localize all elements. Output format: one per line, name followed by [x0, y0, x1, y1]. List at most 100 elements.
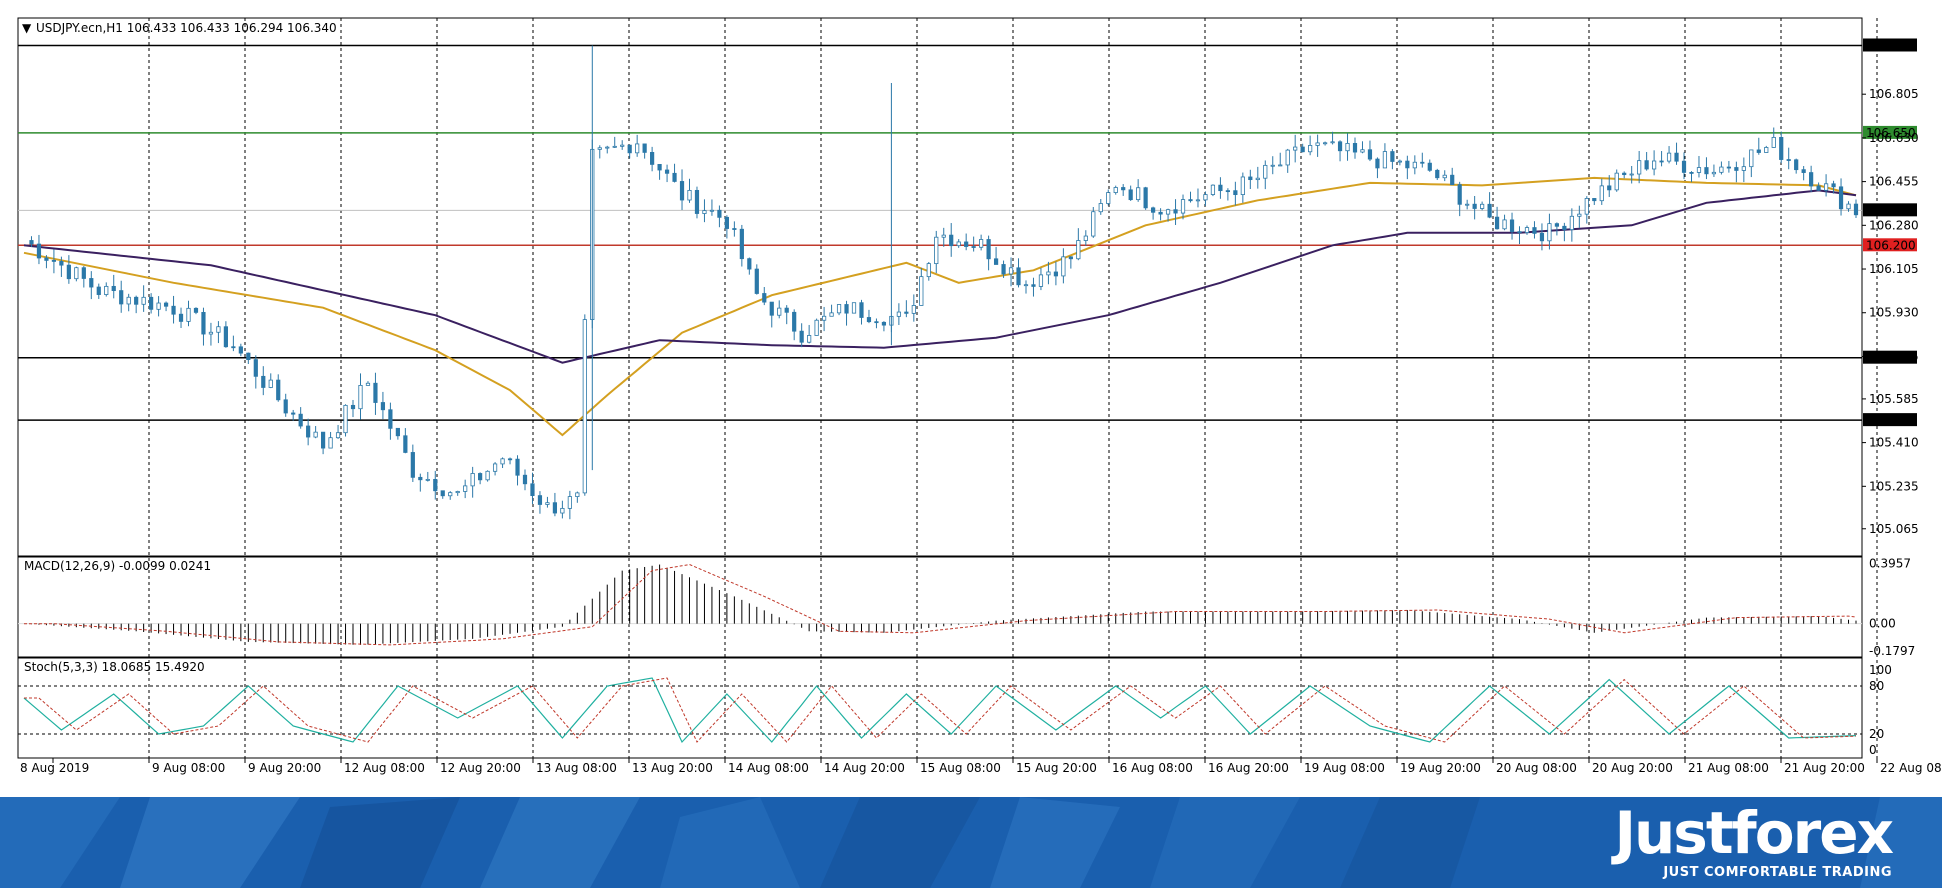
- x-tick-label: 15 Aug 08:00: [920, 761, 1001, 775]
- candle-body: [1180, 199, 1186, 214]
- candle-body: [1689, 172, 1694, 174]
- candle-body: [186, 307, 191, 322]
- candle-body: [1764, 147, 1769, 153]
- x-tick-label: 8 Aug 2019: [20, 761, 89, 775]
- x-tick-label: 14 Aug 08:00: [728, 761, 809, 775]
- candle-body: [1524, 227, 1530, 233]
- candle-body: [1816, 185, 1821, 191]
- candle-body: [1046, 271, 1051, 276]
- candle-body: [926, 263, 931, 278]
- candle-body: [373, 382, 378, 403]
- candle-body: [605, 146, 610, 149]
- candle-body: [1352, 143, 1358, 153]
- candle-body: [1053, 271, 1059, 277]
- candle-body: [1554, 223, 1559, 227]
- candle-body: [328, 437, 333, 449]
- candle-body: [96, 286, 101, 295]
- candle-body: [216, 326, 221, 333]
- dropdown-triangle-icon[interactable]: ▼: [22, 21, 32, 35]
- candle-body: [664, 169, 670, 174]
- candle-body: [1696, 167, 1702, 173]
- candle-body: [747, 258, 752, 270]
- candle-body: [1592, 198, 1597, 202]
- candle-body: [1405, 160, 1410, 169]
- x-tick-label: 9 Aug 20:00: [248, 761, 321, 775]
- candle-body: [993, 258, 999, 265]
- x-tick-label: 16 Aug 08:00: [1112, 761, 1193, 775]
- candle-body: [672, 172, 677, 182]
- candle-body: [754, 268, 759, 294]
- x-tick-label: 15 Aug 20:00: [1016, 761, 1097, 775]
- candle-body: [156, 302, 161, 310]
- level-label-bg: [1863, 125, 1917, 139]
- candle-body: [306, 425, 311, 438]
- candle-body: [448, 492, 453, 497]
- x-tick-label: 16 Aug 20:00: [1208, 761, 1289, 775]
- stoch-pane-title: Stoch(5,3,3) 18.0685 15.4920: [24, 660, 205, 674]
- candle-body: [261, 375, 266, 388]
- candle-body: [141, 296, 146, 305]
- candle-body: [1143, 187, 1148, 209]
- candle-body: [560, 507, 565, 514]
- y-tick-label: 106.455: [1869, 175, 1919, 189]
- level-label: 106.650: [1866, 126, 1916, 140]
- candle-body: [949, 234, 954, 247]
- x-tick-label: 20 Aug 20:00: [1592, 761, 1673, 775]
- candle-body: [1158, 211, 1163, 215]
- candle-body: [627, 144, 632, 154]
- y-tick-label: 106.105: [1869, 262, 1919, 276]
- candle-body: [1794, 159, 1799, 171]
- candle-body: [246, 352, 251, 361]
- candle-body: [231, 346, 236, 349]
- candle-body: [1420, 161, 1425, 164]
- candle-body: [1263, 164, 1268, 179]
- candle-body: [567, 496, 572, 509]
- x-axis-ticks: 8 Aug 2019 9 Aug 08:00 9 Aug 20:00 12 Aug 0…: [20, 758, 1942, 775]
- candle-body: [1293, 146, 1298, 151]
- candle-body: [1599, 185, 1604, 202]
- candle-body: [702, 210, 707, 214]
- candle-body: [507, 458, 513, 461]
- candle-body: [851, 302, 857, 314]
- candle-body: [1038, 274, 1044, 287]
- candle-body: [769, 301, 774, 316]
- candle-body: [1061, 256, 1066, 277]
- candle-body: [1240, 176, 1245, 196]
- candle-body: [515, 458, 520, 476]
- candle-body: [1562, 225, 1567, 231]
- candle-body: [1173, 209, 1178, 214]
- candle-body: [29, 240, 34, 245]
- macd-tick-label: -0.1797: [1869, 644, 1915, 658]
- macd-tick-label: 0.00: [1869, 617, 1896, 631]
- candle-body: [612, 145, 617, 148]
- candle-body: [1337, 141, 1343, 152]
- candle-body: [1322, 142, 1328, 145]
- x-tick-label: 9 Aug 08:00: [152, 761, 225, 775]
- candle-body: [807, 335, 812, 343]
- candle-body: [208, 331, 214, 335]
- candle-body: [268, 379, 273, 388]
- candle-body: [1210, 184, 1216, 195]
- candle-body: [1823, 183, 1829, 191]
- level-label-bg: [1863, 238, 1917, 252]
- macd-histogram: [24, 563, 1857, 646]
- candle-body: [1719, 166, 1724, 173]
- candle-body: [739, 228, 744, 260]
- candle-body: [1345, 143, 1350, 152]
- candle-body: [1779, 136, 1784, 160]
- stoch-tick-label: 100: [1869, 663, 1892, 677]
- candle-body: [1008, 267, 1014, 275]
- y-tick-label: 106.805: [1869, 87, 1919, 101]
- candle-body: [365, 382, 371, 386]
- level-label: 106.340: [1866, 203, 1916, 217]
- level-label-bg: [1863, 38, 1917, 52]
- x-tick-label: 19 Aug 08:00: [1304, 761, 1385, 775]
- candle-body: [814, 319, 819, 336]
- candle-body: [410, 452, 415, 478]
- candle-body: [1450, 174, 1455, 186]
- candle-body: [403, 435, 408, 453]
- candle-body: [1113, 187, 1118, 193]
- macd-pane: [17, 556, 1863, 658]
- x-tick-label: 21 Aug 20:00: [1784, 761, 1865, 775]
- candle-body: [44, 257, 49, 261]
